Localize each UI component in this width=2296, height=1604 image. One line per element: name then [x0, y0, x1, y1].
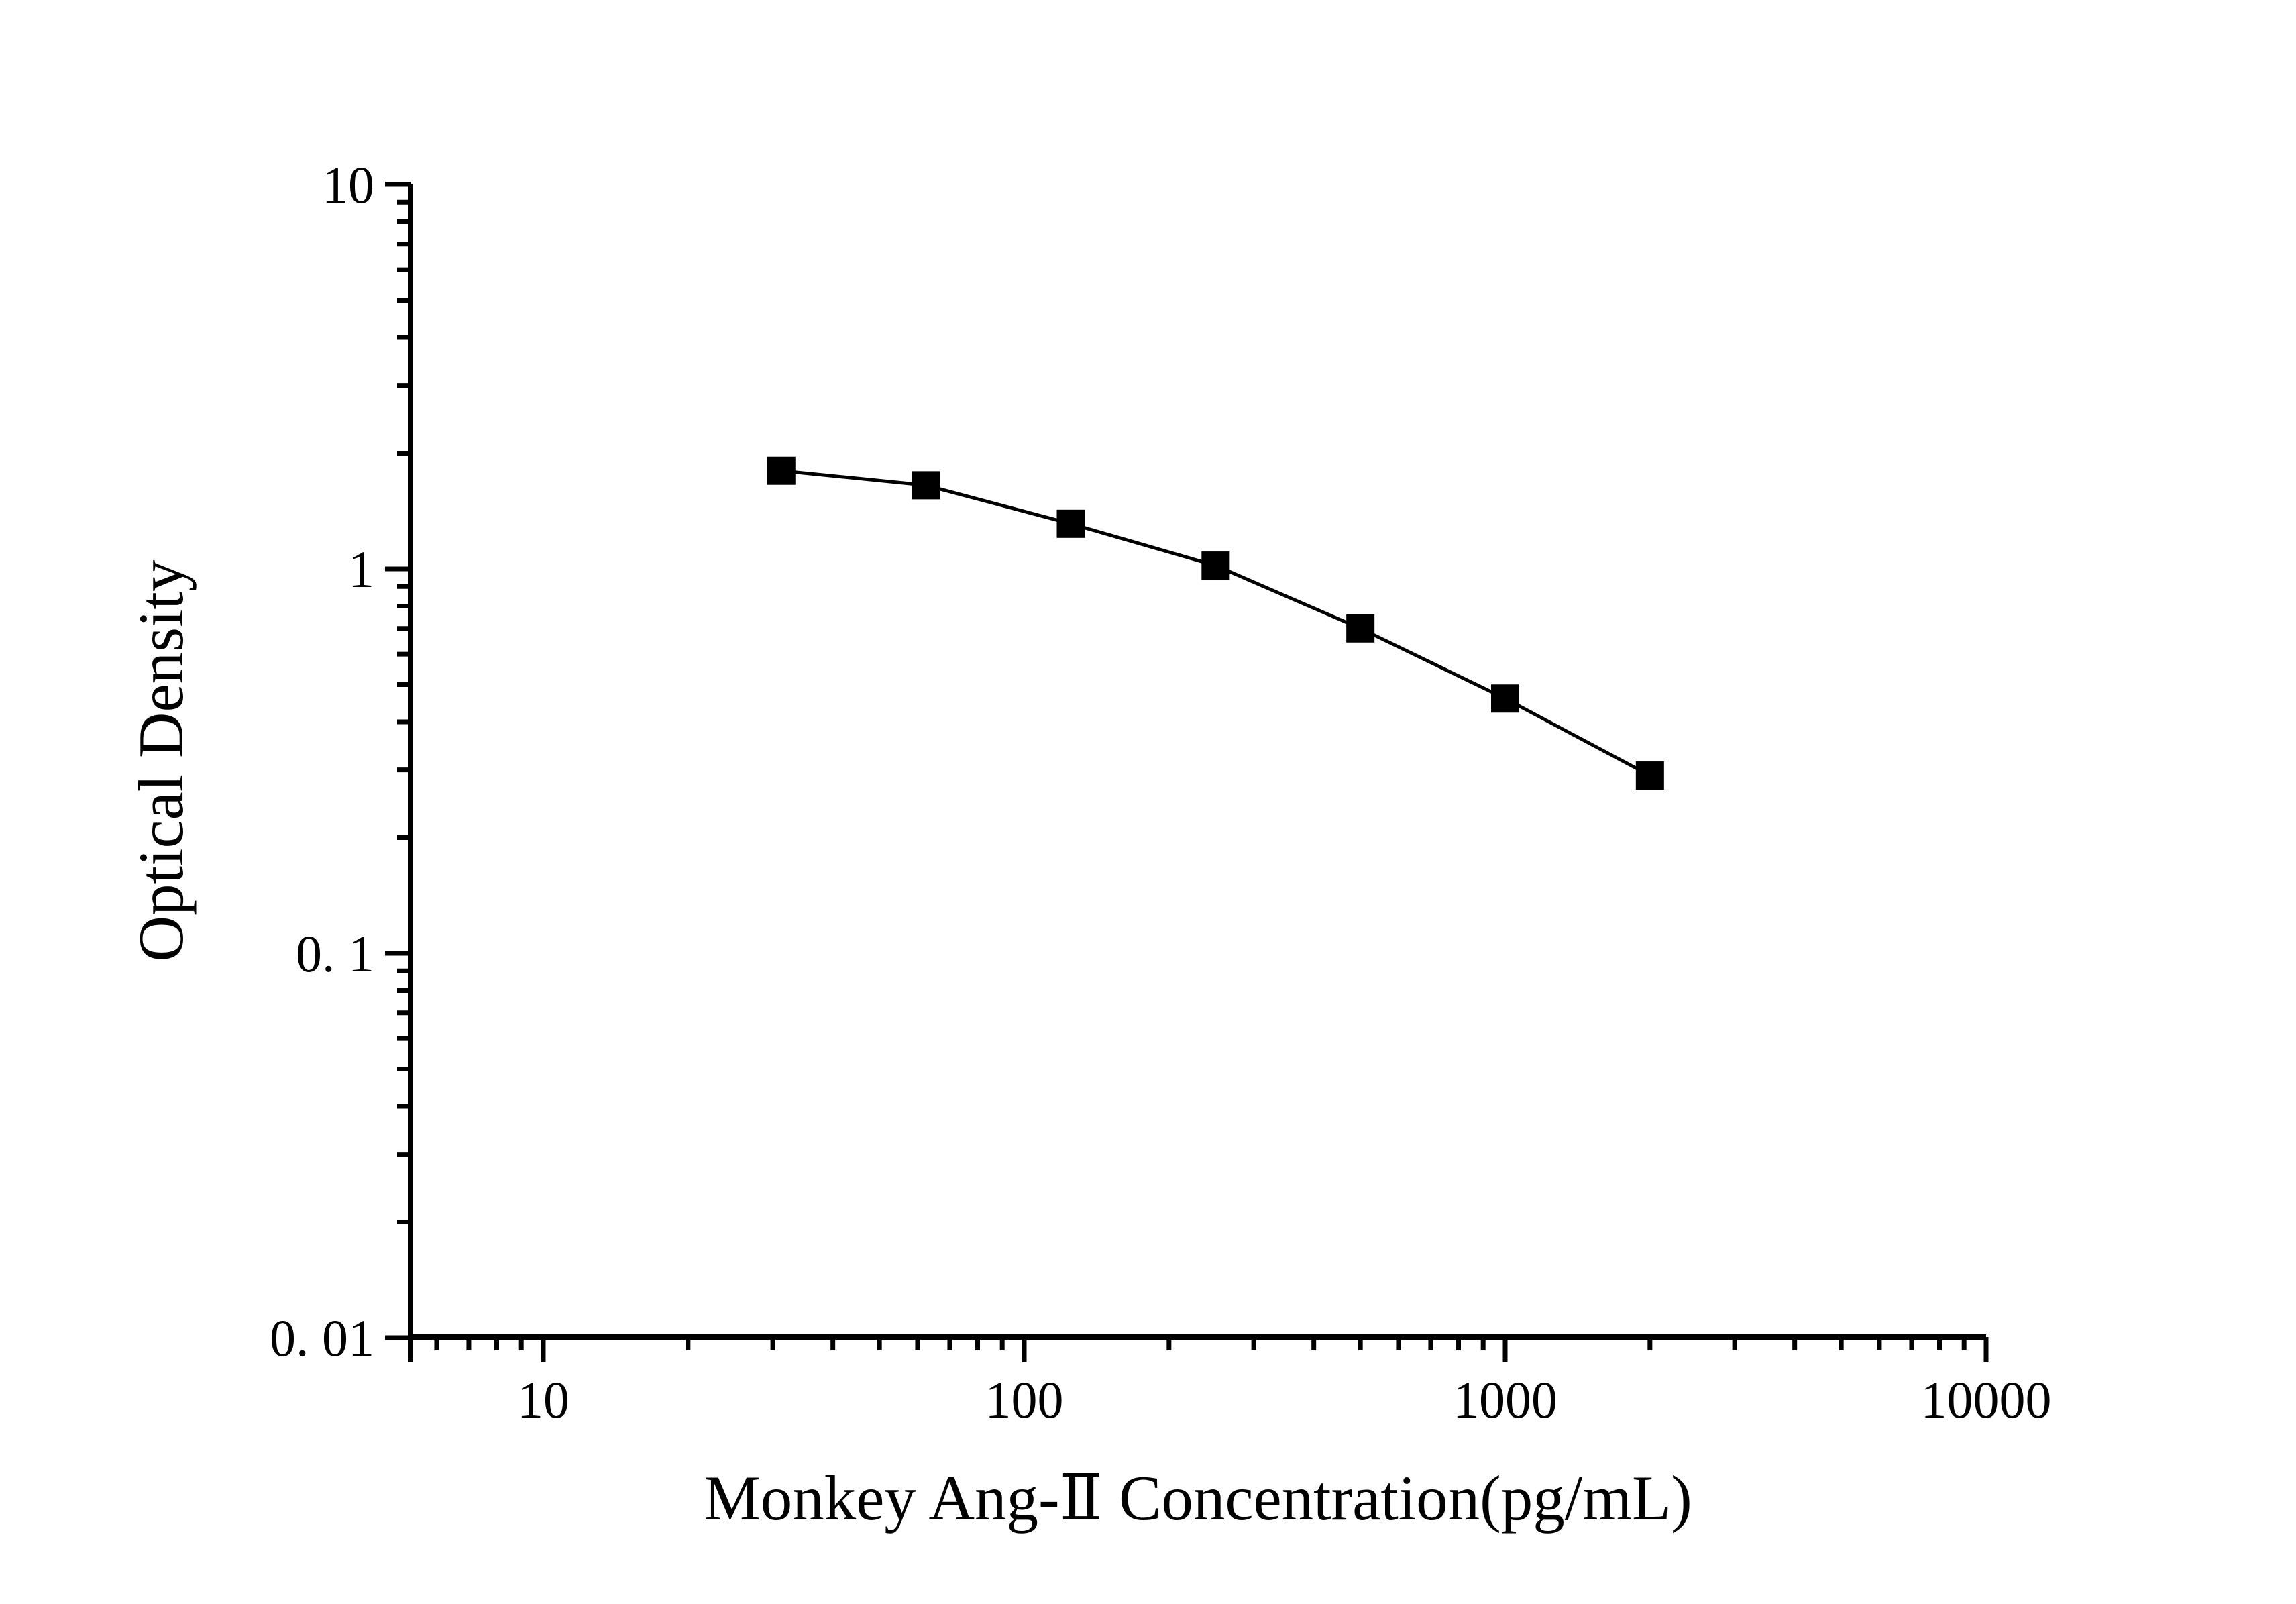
- data-point-marker: [912, 471, 940, 500]
- data-point-marker: [767, 456, 796, 485]
- ticks-group: [385, 182, 1989, 1362]
- axis-spine: [408, 184, 1986, 1340]
- data-point-marker: [1635, 761, 1664, 790]
- y-tick-label: 0. 1: [296, 924, 374, 983]
- axes-group: [408, 184, 1986, 1340]
- data-point-marker: [1056, 509, 1085, 538]
- series-line: [781, 469, 1651, 778]
- y-tick-label: 10: [322, 156, 374, 214]
- x-tick-label: 100: [985, 1371, 1064, 1429]
- series-group: [767, 456, 1664, 790]
- x-axis-title: Monkey Ang-Ⅱ Concentration(pg/mL): [704, 1462, 1692, 1534]
- x-tick-label: 10: [517, 1371, 569, 1429]
- y-axis-title: Optical Density: [125, 559, 197, 961]
- data-point-marker: [1201, 551, 1230, 580]
- x-tick-label: 10000: [1921, 1371, 2052, 1429]
- y-tick-label: 1: [348, 540, 374, 598]
- x-tick-label: 1000: [1453, 1371, 1557, 1429]
- data-point-marker: [1491, 684, 1519, 713]
- data-point-marker: [1346, 614, 1375, 643]
- tick-labels-group: 10 100 1000 10000 10 1 0. 1 0. 01: [270, 156, 2052, 1429]
- y-tick-label: 0. 01: [270, 1309, 374, 1367]
